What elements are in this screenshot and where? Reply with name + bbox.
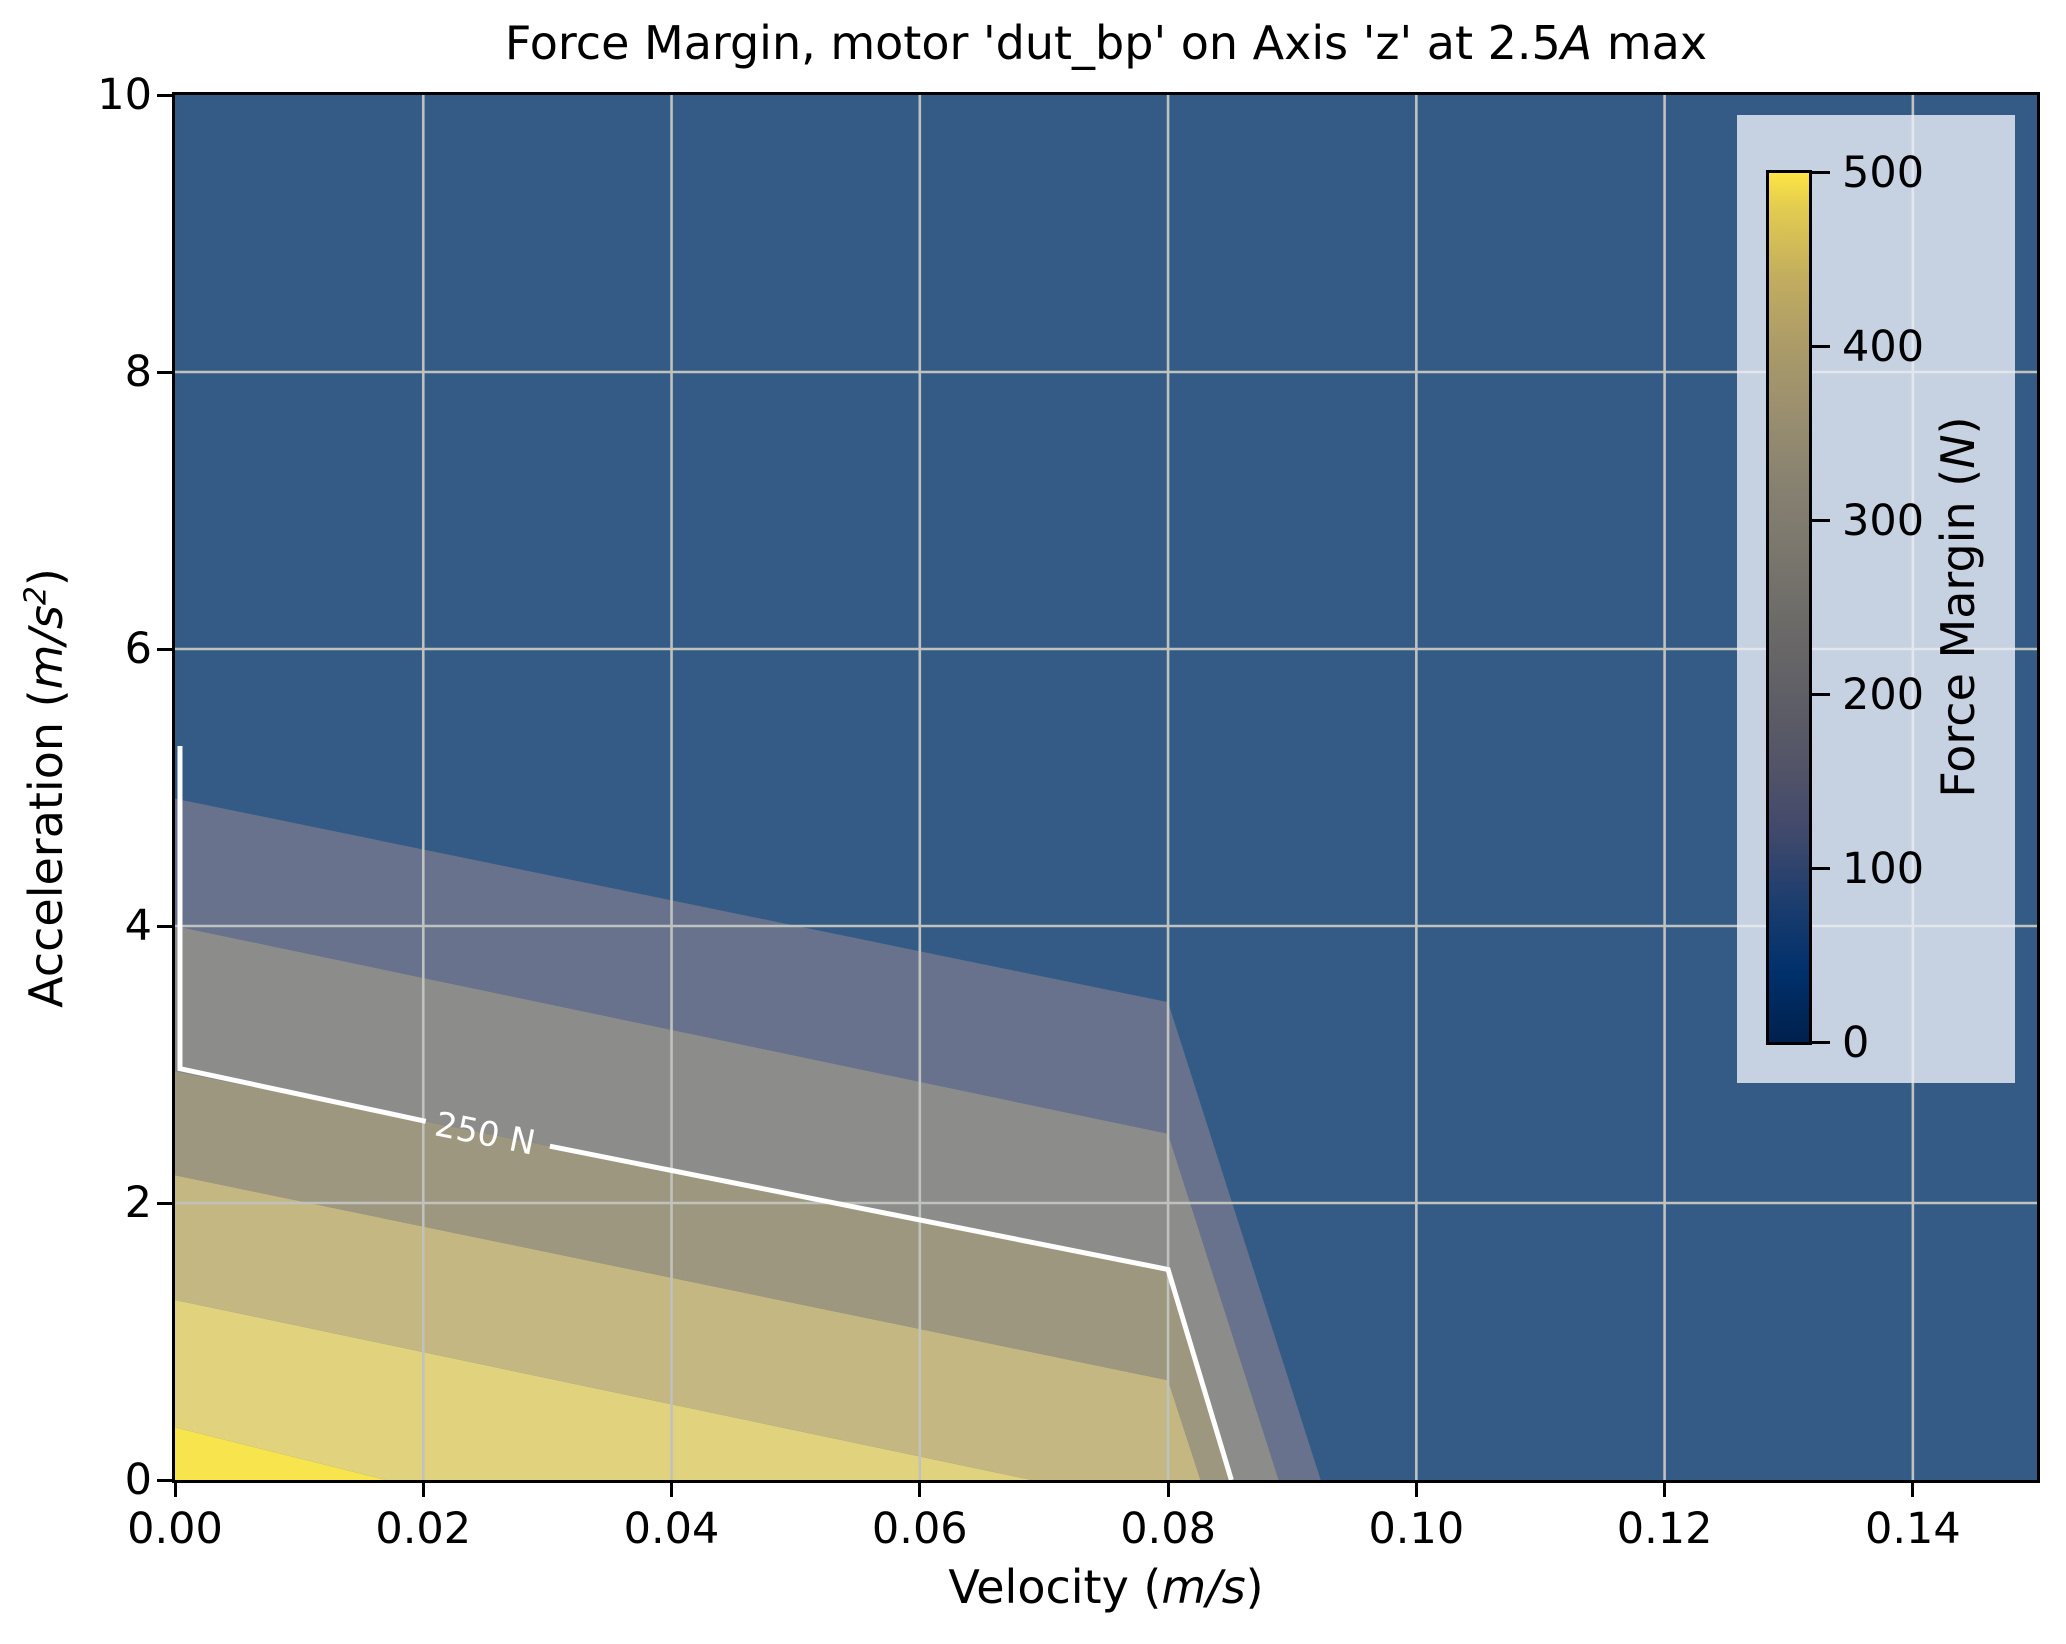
x-tick-label-0.02: 0.02 xyxy=(375,1504,472,1554)
x-tick-label-0.12: 0.12 xyxy=(1616,1504,1713,1554)
x-tick-0.04 xyxy=(670,1482,674,1497)
y-tick-label-4: 4 xyxy=(124,901,152,951)
y-tick-4 xyxy=(157,924,173,928)
x-tick-label-0.00: 0.00 xyxy=(127,1504,223,1554)
contour-band-100-150 xyxy=(175,798,1321,1480)
contour-band-300-350 xyxy=(175,1175,1201,1480)
y-tick-label-10: 10 xyxy=(97,70,152,120)
colorbar-tick-0 xyxy=(1812,1041,1830,1044)
colorbar-tick-label-400: 400 xyxy=(1842,321,1925,372)
y-tick-label-2: 2 xyxy=(124,1178,152,1228)
x-tick-0.02 xyxy=(421,1482,425,1497)
x-tick-0.12 xyxy=(1663,1482,1667,1497)
plot-area: 250 N xyxy=(172,92,2040,1483)
x-tick-0.10 xyxy=(1414,1482,1418,1497)
chart-title-text: Force Margin, motor 'dut_bp' on Axis 'z'… xyxy=(504,16,1561,70)
x-tick-label-0.10: 0.10 xyxy=(1368,1504,1465,1554)
x-tick-label-0.04: 0.04 xyxy=(623,1504,720,1554)
x-tick-0.00 xyxy=(173,1482,177,1497)
x-tick-label-0.08: 0.08 xyxy=(1120,1504,1216,1554)
contour-band-250-300 xyxy=(175,1071,1232,1480)
y-tick-6 xyxy=(157,647,173,651)
plot-canvas: 250 N xyxy=(175,95,2037,1480)
colorbar-gradient xyxy=(1766,170,1812,1045)
chart-title-italic: A xyxy=(1560,16,1593,70)
y-tick-label-6: 6 xyxy=(124,624,152,674)
colorbar-tick-label-0: 0 xyxy=(1842,1017,1870,1068)
colorbar-tick-300 xyxy=(1812,519,1830,522)
x-tick-0.14 xyxy=(1911,1482,1915,1497)
colorbar-tick-100 xyxy=(1812,867,1830,870)
colorbar-tick-label-300: 300 xyxy=(1842,495,1925,546)
colorbar-tick-500 xyxy=(1812,171,1830,174)
colorbar-tick-label-100: 100 xyxy=(1842,843,1925,894)
y-tick-10 xyxy=(157,93,173,97)
y-tick-0 xyxy=(157,1478,173,1482)
chart-title: Force Margin, motor 'dut_bp' on Axis 'z'… xyxy=(175,18,2037,68)
y-axis-label: Acceleration (m/s2) xyxy=(18,568,73,1008)
colorbar-label: Force Margin (N) xyxy=(1931,416,1985,798)
contour-plot-svg xyxy=(175,95,2037,1480)
x-axis-label: Velocity (m/s) xyxy=(948,1560,1264,1614)
colorbar-tick-label-200: 200 xyxy=(1842,669,1925,720)
contour-band-400-500 xyxy=(175,1427,386,1480)
chart-title-suffix: max xyxy=(1592,16,1708,70)
x-tick-label-0.14: 0.14 xyxy=(1864,1504,1961,1554)
colorbar-tick-label-500: 500 xyxy=(1842,147,1925,198)
y-tick-8 xyxy=(157,370,173,374)
x-tick-0.08 xyxy=(1166,1482,1170,1497)
colorbar-tick-200 xyxy=(1812,693,1830,696)
contour-line-250n-seg1 xyxy=(180,746,426,1121)
colorbar-tick-400 xyxy=(1812,345,1830,348)
x-tick-0.06 xyxy=(918,1482,922,1497)
contour-line-250n-seg2 xyxy=(550,1146,1231,1480)
y-tick-label-0: 0 xyxy=(124,1455,152,1505)
y-tick-label-8: 8 xyxy=(124,347,152,397)
y-tick-2 xyxy=(157,1201,173,1205)
contour-band-150-200 xyxy=(175,926,1279,1480)
x-tick-label-0.06: 0.06 xyxy=(871,1504,968,1554)
